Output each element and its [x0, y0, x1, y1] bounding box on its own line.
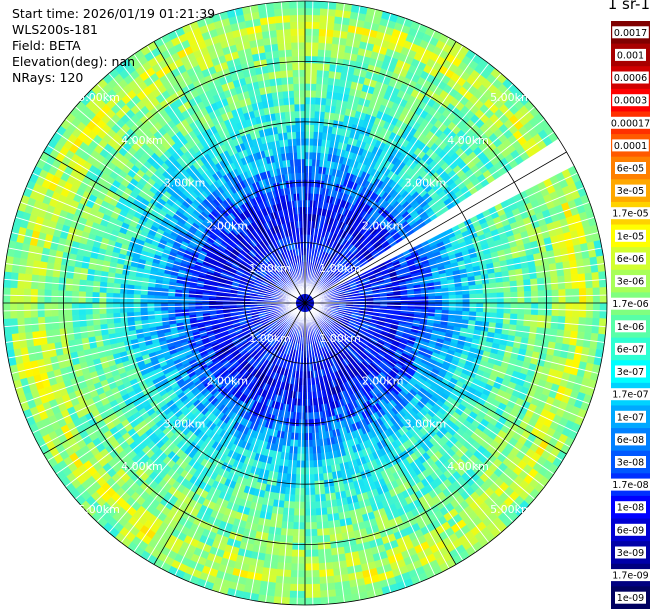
ppi-plot: 1.00km 1.00km1.00km1.00km2.00km 2.00km2.00… [2, 0, 608, 606]
